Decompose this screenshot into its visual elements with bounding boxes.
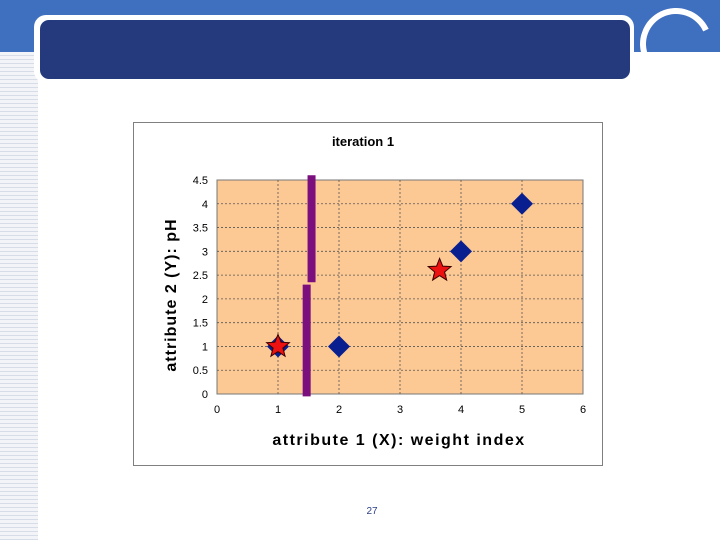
y-tick-label: 4.5 xyxy=(193,175,208,187)
y-tick-label: 2.5 xyxy=(193,270,208,282)
y-tick-label: 1 xyxy=(202,341,208,353)
centroid-star xyxy=(265,333,291,358)
x-tick-label: 3 xyxy=(397,404,403,416)
data-point-diamond xyxy=(328,335,350,358)
plot-background xyxy=(216,179,584,395)
y-tick-label: 3 xyxy=(202,246,208,258)
x-tick-label: 5 xyxy=(519,404,525,416)
x-tick-label: 6 xyxy=(580,404,586,416)
boundary-line xyxy=(302,284,311,397)
corner-panel xyxy=(632,0,720,52)
x-tick-label: 1 xyxy=(275,404,281,416)
y-tick-label: 1.5 xyxy=(193,318,208,330)
data-point-diamond xyxy=(450,240,472,263)
y-tick-label: 0.5 xyxy=(193,365,208,377)
y-tick-label: 2 xyxy=(202,294,208,306)
x-tick-label: 4 xyxy=(458,404,464,416)
plot-area: 0 1 2 3 4 5 6 0 0.5 1 1.5 2 2.5 3 3.5 4 4.5 xyxy=(193,175,586,416)
chart-title: iteration 1 xyxy=(332,134,394,149)
boundary-line xyxy=(307,175,316,283)
chart: iteration 1 0 1 2 3 4 5 600.511.522.533.544.5 … xyxy=(163,134,586,449)
data-point-diamond xyxy=(511,192,533,215)
y-axis-label: attribute 2 (Y): pH xyxy=(163,218,180,371)
x-axis-label: attribute 1 (X): weight index xyxy=(272,432,525,449)
y-tick-label: 0 xyxy=(202,389,208,401)
centroid-star xyxy=(426,257,453,282)
y-tick-label: 3.5 xyxy=(193,223,208,235)
slide-title-bar xyxy=(40,20,630,79)
x-tick-label: 2 xyxy=(336,404,342,416)
page-number: 27 xyxy=(366,506,378,517)
x-tick-label: 0 xyxy=(214,404,220,416)
y-tick-label: 4 xyxy=(202,199,208,211)
left-striped-strip xyxy=(0,52,38,540)
